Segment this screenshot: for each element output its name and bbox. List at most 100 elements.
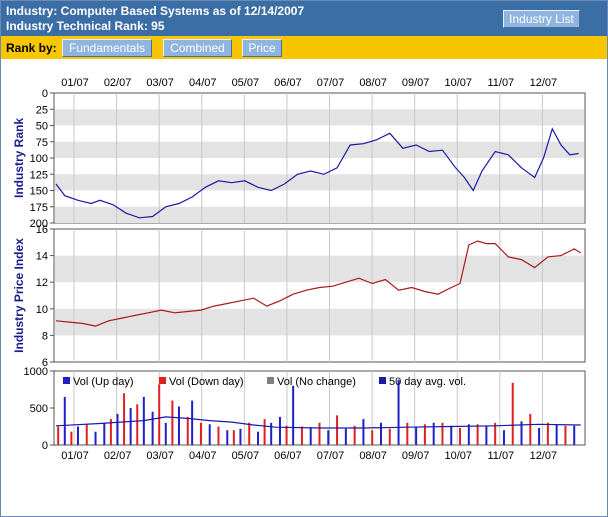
price-button[interactable]: Price	[242, 39, 282, 57]
volume-bar-up	[397, 379, 400, 445]
y-tick-label: 16	[36, 224, 48, 236]
volume-bar-up	[278, 416, 281, 445]
volume-bar-up	[208, 424, 211, 445]
volume-bar-up	[164, 422, 167, 445]
x-tick-label-bottom: 09/07	[402, 450, 430, 462]
volume-bar-down	[85, 424, 88, 445]
volume-bar-up	[239, 428, 242, 445]
rank-by-bar: Rank by: Fundamentals Combined Price	[1, 36, 607, 59]
grid-band	[55, 141, 584, 158]
volume-bar-down	[564, 425, 567, 445]
y-tick-label: 100	[30, 153, 48, 165]
volume-bar-up	[450, 425, 453, 445]
y-tick-label: 150	[30, 186, 48, 198]
volume-bar-up	[520, 421, 523, 445]
volume-bar-up	[177, 406, 180, 445]
legend-label: Vol (Down day)	[169, 376, 244, 388]
volume-bar-down	[371, 430, 374, 445]
y-tick-label: 8	[42, 330, 48, 342]
volume-bar-up	[538, 427, 541, 445]
x-tick-label-top: 04/07	[189, 77, 217, 89]
y-tick-label: 14	[36, 251, 48, 263]
volume-bar-up	[432, 422, 435, 445]
combined-button[interactable]: Combined	[163, 39, 232, 57]
y-tick-label: 75	[36, 137, 48, 149]
x-tick-label-top: 08/07	[359, 77, 387, 89]
y-tick-label: 500	[30, 403, 48, 415]
volume-bar-up	[76, 426, 79, 445]
volume-bar-up	[191, 400, 194, 445]
x-tick-label-top: 07/07	[317, 77, 345, 89]
chart-panel-1	[50, 228, 586, 363]
y-tick-label: 10	[36, 304, 48, 316]
volume-bar-down	[199, 422, 202, 445]
x-tick-label-bottom: 06/07	[274, 450, 302, 462]
y-tick-label: 175	[30, 202, 48, 214]
y-axis-label: Industry Price Index	[12, 238, 26, 353]
x-tick-label-top: 11/07	[487, 77, 514, 89]
volume-bar-down	[336, 415, 339, 445]
y-tick-label: 0	[42, 88, 48, 100]
x-tick-label-bottom: 02/07	[104, 450, 132, 462]
volume-bar-down	[263, 419, 266, 445]
y-tick-label: 200	[30, 218, 48, 230]
avg-volume-line	[55, 416, 581, 429]
volume-bar-up	[502, 430, 505, 445]
y-tick-label: 50	[36, 121, 48, 133]
legend-swatch	[379, 377, 386, 384]
x-tick-label-top: 09/07	[402, 77, 430, 89]
volume-bar-down	[353, 425, 356, 445]
x-tick-label-top: 05/07	[232, 77, 260, 89]
grid-band	[55, 109, 584, 126]
x-tick-label-bottom: 04/07	[189, 450, 217, 462]
volume-bar-up	[270, 422, 273, 445]
charts-area: 01/07 02/07 03/07 04/07 05/07 06/07 07/07 08/07…	[12, 77, 586, 462]
volume-bar-up	[485, 426, 488, 445]
x-tick-label-bottom: 07/07	[317, 450, 345, 462]
rank-by-label: Rank by:	[6, 41, 57, 55]
grid-band	[55, 206, 584, 223]
volume-bar-down	[285, 425, 288, 445]
volume-bar-down	[136, 404, 139, 445]
fundamentals-button[interactable]: Fundamentals	[62, 39, 152, 57]
volume-bar-down	[459, 427, 462, 445]
x-tick-label-top: 03/07	[146, 77, 174, 89]
x-tick-label-top: 01/07	[61, 77, 89, 89]
volume-bar-up	[379, 422, 382, 445]
volume-bar-down	[217, 426, 220, 445]
volume-bar-up	[151, 411, 154, 445]
y-tick-label: 1000	[24, 366, 48, 378]
volume-bar-up	[103, 422, 106, 445]
y-tick-label: 6	[42, 357, 48, 369]
volume-bar-down	[171, 400, 174, 445]
volume-bar-up	[94, 431, 97, 445]
volume-bar-down	[248, 422, 251, 445]
volume-bar-down	[186, 416, 189, 445]
volume-bar-down	[494, 422, 497, 445]
legend-label: Vol (No change)	[277, 376, 356, 388]
x-tick-label-bottom: 03/07	[146, 450, 174, 462]
volume-bar-down	[232, 430, 235, 445]
header-bar: Industry: Computer Based Systems as of 1…	[1, 1, 607, 36]
x-tick-label-bottom: 01/07	[61, 450, 89, 462]
price-series-line	[55, 240, 582, 327]
volume-bar-down	[388, 428, 391, 445]
volume-bar-up	[63, 396, 66, 445]
chart-panel-0	[50, 92, 586, 224]
technical-rank: Industry Technical Rank: 95	[6, 19, 165, 33]
legend-swatch	[159, 377, 166, 384]
volume-bar-down	[70, 431, 73, 445]
x-tick-label-bottom: 05/07	[232, 450, 260, 462]
grid-band	[55, 174, 584, 191]
industry-list-button[interactable]: Industry List	[503, 10, 580, 28]
volume-bar-up	[309, 427, 312, 445]
volume-bar-down	[318, 422, 321, 445]
volume-bar-up	[344, 428, 347, 445]
volume-bar-up	[467, 424, 470, 445]
volume-bar-down	[300, 426, 303, 445]
volume-bar-down	[57, 426, 60, 445]
volume-bar-down	[123, 393, 126, 445]
y-tick-label: 0	[42, 440, 48, 452]
legend-swatch	[63, 377, 70, 384]
